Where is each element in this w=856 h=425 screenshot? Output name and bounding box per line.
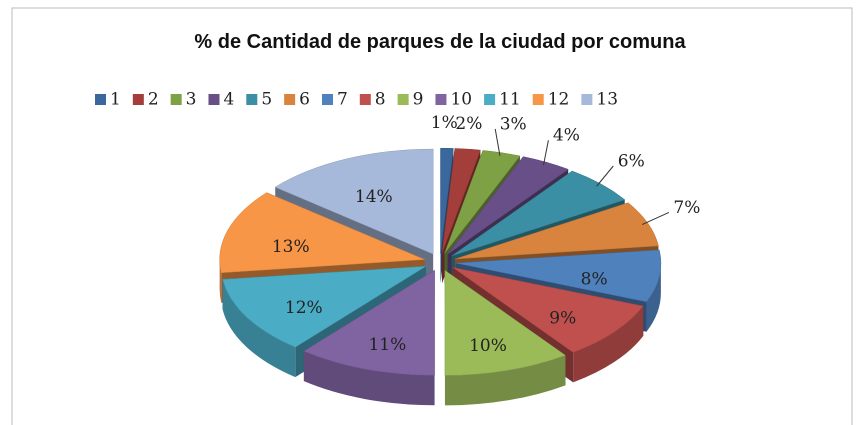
- slice: [303, 269, 435, 376]
- slice: [444, 269, 566, 376]
- legend-swatch: [208, 94, 220, 105]
- legend-label: 6: [299, 90, 310, 110]
- slice: [444, 150, 521, 254]
- data-label: 4%: [553, 126, 580, 146]
- data-label: 9%: [549, 309, 576, 329]
- legend-swatch: [435, 94, 447, 105]
- legend-label: 7: [337, 90, 348, 110]
- leader-line: [494, 128, 501, 156]
- legend-swatch: [532, 94, 544, 105]
- slice-wall: [646, 263, 661, 332]
- slice-wall: [222, 279, 296, 378]
- chart-title: % de Cantidad de parques de la ciudad po…: [194, 31, 686, 53]
- slice: [219, 192, 425, 273]
- legend-label: 2: [148, 90, 159, 110]
- slice: [455, 249, 662, 303]
- slice: [222, 265, 427, 348]
- slice-wall: [219, 259, 222, 303]
- slice: [441, 148, 481, 254]
- legend-label: 8: [375, 90, 386, 110]
- data-label: 1%: [431, 113, 458, 133]
- legend-swatch: [132, 94, 144, 105]
- legend-swatch: [484, 94, 496, 105]
- data-label: 2%: [455, 114, 482, 134]
- data-label: 12%: [285, 298, 323, 318]
- slice: [274, 148, 434, 255]
- data-label: 14%: [355, 187, 393, 207]
- legend-label: 11: [499, 90, 521, 110]
- legend-swatch: [359, 94, 371, 105]
- slice-wall: [444, 355, 566, 406]
- slice: [440, 147, 454, 254]
- slice: [454, 202, 659, 260]
- legend-label: 5: [261, 90, 272, 110]
- data-label: 6%: [618, 151, 645, 171]
- legend-swatch: [284, 94, 296, 105]
- legend-label: 10: [450, 90, 472, 110]
- legend-swatch: [321, 94, 333, 105]
- slice: [451, 170, 626, 257]
- leader-line: [641, 212, 670, 225]
- legend-swatch: [246, 94, 258, 105]
- legend-label: 12: [548, 90, 570, 110]
- data-label: 7%: [673, 198, 700, 218]
- data-label: 13%: [272, 237, 310, 257]
- data-label: 10%: [469, 336, 507, 356]
- data-label: 11%: [368, 335, 406, 355]
- data-label: 8%: [581, 270, 608, 290]
- legend-swatch: [95, 94, 106, 105]
- legend-label: 3: [186, 90, 197, 110]
- slice: [447, 156, 569, 255]
- legend-label: 13: [596, 90, 618, 110]
- leader-line: [543, 140, 549, 166]
- leader-line: [596, 165, 614, 187]
- data-label: 3%: [500, 114, 527, 134]
- slice-wall: [303, 351, 435, 406]
- legend-label: 4: [223, 90, 234, 110]
- legend-label: 1: [110, 90, 121, 110]
- slice-wall: [573, 306, 644, 383]
- slice: [452, 267, 644, 353]
- legend-label: 9: [413, 90, 424, 110]
- legend-swatch: [581, 94, 593, 105]
- legend-swatch: [170, 94, 182, 105]
- legend-swatch: [397, 94, 409, 105]
